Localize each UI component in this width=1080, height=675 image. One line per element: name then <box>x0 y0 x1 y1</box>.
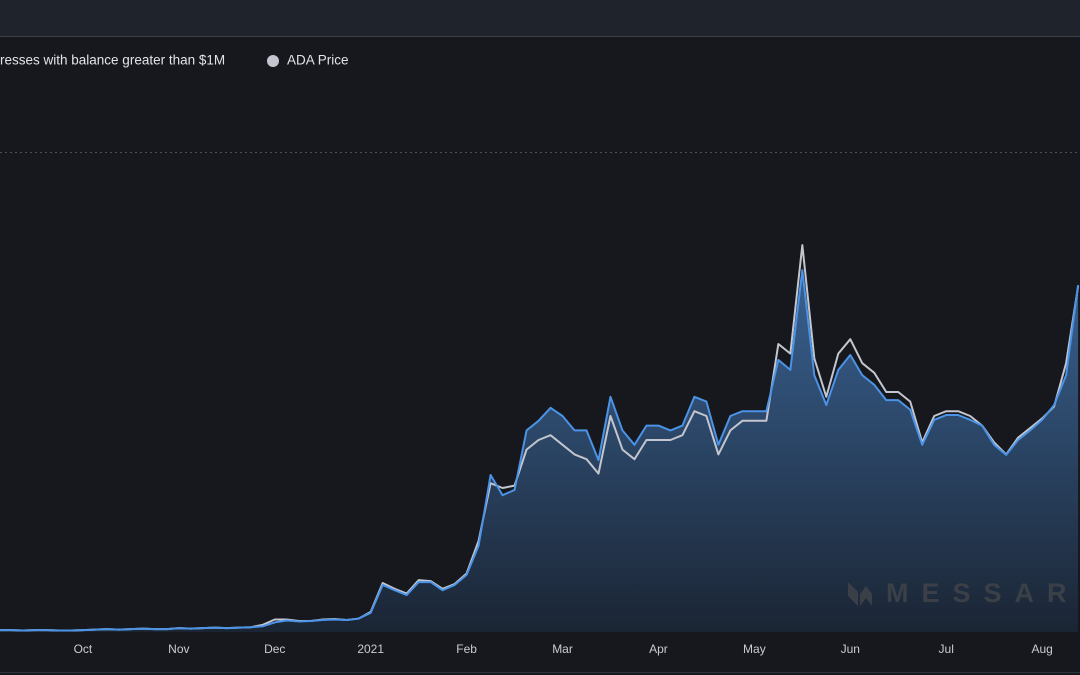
top-bar <box>0 0 1080 36</box>
plot <box>0 244 1080 632</box>
watermark: MESSAR <box>848 578 1080 608</box>
x-tick-label: Nov <box>168 642 189 656</box>
line <box>0 269 1080 632</box>
watermark-text: MESSAR <box>886 578 1080 608</box>
legend-marker[interactable] <box>267 55 279 67</box>
legend-label[interactable]: ADA Price <box>287 53 349 68</box>
x-tick-label: Dec <box>264 642 285 656</box>
x-tick-label: May <box>743 642 766 656</box>
x-tick-label: Feb <box>456 642 477 656</box>
x-tick-label: Jul <box>939 642 954 656</box>
area <box>0 270 1079 632</box>
legend-label[interactable]: resses with balance greater than $1M <box>0 53 225 68</box>
x-tick-label: Jun <box>841 642 860 656</box>
x-tick-label: Apr <box>649 642 668 656</box>
watermark-logo <box>848 582 872 606</box>
x-tick-label: Mar <box>552 642 573 656</box>
x-tick-label: 2021 <box>357 642 384 656</box>
x-tick-label: Oct <box>74 642 93 656</box>
x-tick-label: Aug <box>1031 642 1052 656</box>
